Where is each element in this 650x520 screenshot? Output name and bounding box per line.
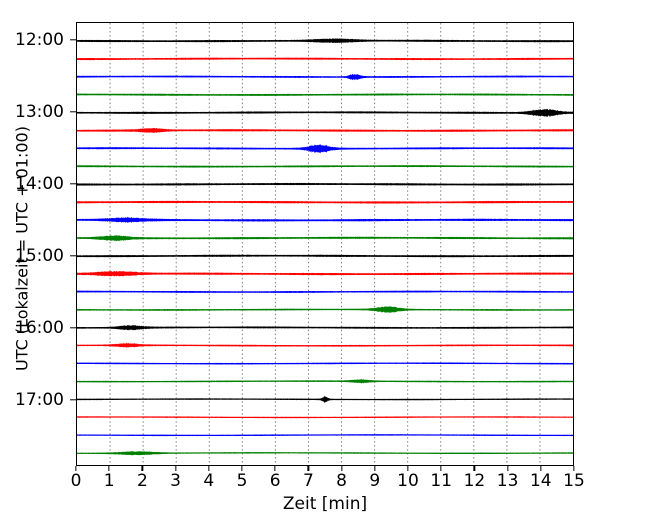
x-tick-mark bbox=[340, 466, 343, 471]
x-tick-mark bbox=[573, 466, 575, 471]
y-tick-mark bbox=[70, 255, 76, 257]
x-tick-label-12: 12 bbox=[463, 471, 486, 491]
x-tick-label-0: 0 bbox=[70, 471, 82, 491]
y-axis-label: UTC (Lokalzeit = UTC + 01:00) bbox=[12, 126, 32, 371]
x-tick-label-4: 4 bbox=[203, 471, 215, 491]
x-tick-mark bbox=[208, 466, 210, 471]
y-tick-label-12-00: 12:00 bbox=[15, 30, 64, 50]
x-tick-mark bbox=[274, 466, 276, 471]
x-tick-mark bbox=[108, 466, 110, 471]
x-tick-mark bbox=[506, 466, 509, 471]
x-tick-mark bbox=[174, 466, 177, 471]
x-tick-mark bbox=[307, 466, 310, 471]
x-tick-label-11: 11 bbox=[430, 471, 453, 491]
y-tick-mark bbox=[70, 327, 76, 329]
x-tick-label-15: 15 bbox=[563, 471, 585, 491]
x-tick-mark bbox=[407, 466, 409, 471]
y-tick-label-16-00: 16:00 bbox=[15, 318, 64, 338]
x-tick-label-2: 2 bbox=[136, 471, 148, 491]
y-tick-label-17-00: 17:00 bbox=[15, 390, 64, 410]
seismic-traces bbox=[77, 38, 573, 456]
x-tick-label-3: 3 bbox=[170, 471, 182, 491]
x-tick-mark bbox=[440, 466, 442, 471]
y-tick-mark bbox=[70, 399, 76, 401]
x-tick-label-10: 10 bbox=[397, 471, 419, 491]
y-tick-label-15-00: 15:00 bbox=[15, 246, 64, 266]
x-tick-label-14: 14 bbox=[529, 471, 552, 491]
x-tick-label-13: 13 bbox=[496, 471, 519, 491]
x-tick-mark bbox=[75, 466, 77, 471]
x-tick-label-7: 7 bbox=[302, 471, 314, 491]
y-tick-mark bbox=[70, 111, 76, 113]
x-tick-label-1: 1 bbox=[103, 471, 115, 491]
x-tick-mark bbox=[473, 466, 476, 471]
x-tick-label-8: 8 bbox=[336, 471, 348, 491]
x-tick-mark bbox=[241, 466, 243, 471]
x-tick-label-6: 6 bbox=[269, 471, 281, 491]
x-tick-mark bbox=[141, 466, 144, 471]
y-tick-mark bbox=[70, 183, 76, 185]
y-tick-mark bbox=[70, 39, 76, 41]
plot-area bbox=[76, 22, 574, 466]
x-tick-label-9: 9 bbox=[369, 471, 381, 491]
x-axis-label: Zeit [min] bbox=[282, 494, 368, 514]
y-tick-label-13-00: 13:00 bbox=[15, 102, 64, 122]
y-tick-label-14-00: 14:00 bbox=[15, 174, 64, 194]
x-tick-label-5: 5 bbox=[236, 471, 248, 491]
x-tick-mark bbox=[374, 466, 376, 471]
x-tick-mark bbox=[540, 466, 542, 471]
